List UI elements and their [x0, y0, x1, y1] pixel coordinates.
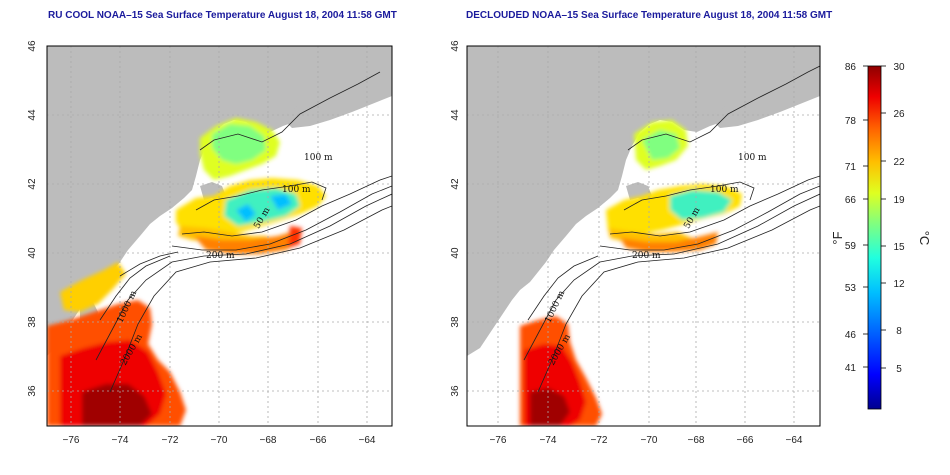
y-tick: 42	[450, 178, 461, 190]
y-axis: 36 38 40 42 44 46	[27, 40, 38, 397]
right-panel-title: DECLOUDED NOAA–15 Sea Surface Temperatur…	[466, 10, 833, 21]
x-tick: −72	[162, 435, 179, 446]
contour-label: 100 m	[738, 153, 767, 163]
colorbar: 86 78 71 66 59 53 46 41 30 26 22 19 15 1…	[830, 62, 932, 410]
celsius-ticks: 30 26 22 19 15 12 8 5	[893, 62, 905, 375]
y-axis: 36 38 40 42 44 46	[450, 40, 461, 397]
x-tick: −76	[63, 435, 80, 446]
y-tick: 44	[27, 109, 38, 121]
x-tick: −64	[786, 435, 803, 446]
y-tick: 40	[27, 247, 38, 259]
left-map: 100 m 100 m 50 m 200 m 1000 m 2000 m −76…	[27, 40, 393, 446]
celsius-label: °C	[917, 231, 932, 246]
x-axis: −76 −74 −72 −70 −68 −66 −64	[490, 435, 803, 446]
f-tick: 53	[845, 283, 857, 294]
x-tick: −74	[540, 435, 557, 446]
left-panel-title: RU COOL NOAA–15 Sea Surface Temperature …	[48, 10, 397, 21]
map-frame	[466, 45, 821, 427]
x-tick: −70	[641, 435, 658, 446]
f-tick: 41	[845, 363, 857, 374]
y-tick: 36	[27, 385, 38, 397]
c-tick: 5	[896, 364, 902, 375]
f-tick: 86	[845, 62, 857, 73]
y-tick: 38	[27, 316, 38, 328]
x-tick: −64	[359, 435, 376, 446]
x-tick: −68	[260, 435, 277, 446]
y-tick: 38	[450, 316, 461, 328]
contour-label: 200 m	[206, 251, 235, 261]
y-tick: 36	[450, 385, 461, 397]
contour-label: 100 m	[710, 185, 739, 195]
fahrenheit-ticks: 86 78 71 66 59 53 46 41	[845, 62, 857, 374]
y-tick: 44	[450, 109, 461, 121]
land-mass	[47, 46, 392, 356]
x-tick: −70	[211, 435, 228, 446]
contour-label: 100 m	[304, 153, 333, 163]
fahrenheit-label: °F	[830, 231, 845, 244]
y-tick: 46	[27, 40, 38, 52]
colorbar-gradient	[867, 65, 882, 410]
x-tick: −68	[688, 435, 705, 446]
c-tick: 22	[893, 157, 905, 168]
f-tick: 78	[845, 116, 857, 127]
map-frame	[46, 45, 393, 427]
y-tick: 46	[450, 40, 461, 52]
c-tick: 12	[893, 279, 905, 290]
x-tick: −66	[310, 435, 327, 446]
contour-label: 100 m	[282, 185, 311, 195]
y-tick: 42	[27, 178, 38, 190]
c-tick: 19	[893, 195, 905, 206]
x-axis: −76 −74 −72 −70 −68 −66 −64	[63, 435, 376, 446]
sst-field	[520, 120, 742, 426]
c-tick: 26	[893, 109, 905, 120]
contour-label: 200 m	[632, 251, 661, 261]
f-tick: 71	[845, 162, 857, 173]
x-tick: −66	[737, 435, 754, 446]
y-tick: 40	[450, 247, 461, 259]
c-tick: 15	[893, 242, 905, 253]
f-tick: 59	[845, 241, 857, 252]
f-tick: 66	[845, 195, 857, 206]
sst-field	[47, 118, 326, 426]
land-mass	[467, 46, 820, 356]
f-tick: 46	[845, 330, 857, 341]
c-tick: 8	[896, 326, 902, 337]
bathymetry-contours	[95, 71, 392, 393]
colorbar-tickmarks	[863, 65, 886, 369]
bathymetry-contours	[523, 65, 820, 393]
graticule	[467, 46, 820, 426]
right-map: 100 m 100 m 50 m 200 m 1000 m 2000 m −76…	[450, 40, 821, 446]
c-tick: 30	[893, 62, 905, 73]
graticule	[47, 46, 392, 426]
x-tick: −72	[591, 435, 608, 446]
x-tick: −74	[112, 435, 129, 446]
x-tick: −76	[490, 435, 507, 446]
